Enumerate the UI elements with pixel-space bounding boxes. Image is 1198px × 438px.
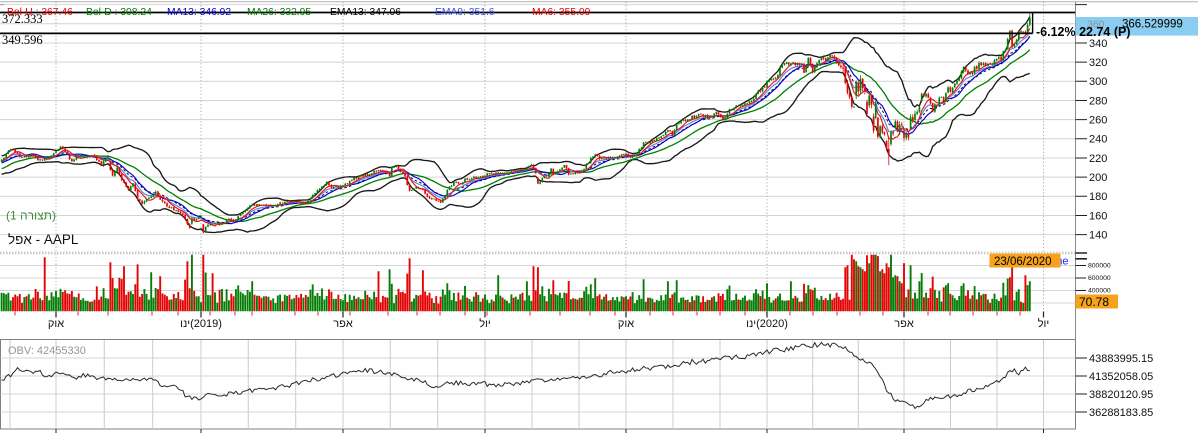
svg-text:140: 140 xyxy=(1089,229,1107,241)
svg-text:Bol-D : 308.24: Bol-D : 308.24 xyxy=(86,7,152,18)
svg-text:EMA13: 347.06: EMA13: 347.06 xyxy=(330,7,401,18)
svg-text:43883995.15: 43883995.15 xyxy=(1089,353,1153,365)
svg-text:לפא-AAPL: לפא - AAPL xyxy=(8,232,79,247)
svg-text:MA6: 355.09: MA6: 355.09 xyxy=(532,7,591,18)
svg-text:EMA9: 351.6: EMA9: 351.6 xyxy=(435,7,495,18)
svg-text:366.529999: 366.529999 xyxy=(1122,19,1183,31)
svg-text:Bol-U : 367.46: Bol-U : 367.46 xyxy=(7,7,73,18)
svg-text:וני(2019): וני(2019) xyxy=(180,318,222,330)
svg-text:240: 240 xyxy=(1089,134,1107,146)
svg-text:349.596: 349.596 xyxy=(2,33,43,47)
svg-text:180: 180 xyxy=(1089,191,1107,203)
svg-text:800000: 800000 xyxy=(1088,263,1111,270)
svg-text:300: 300 xyxy=(1089,76,1107,88)
svg-text:23/06/2020: 23/06/2020 xyxy=(994,256,1052,268)
svg-text:36288183.85: 36288183.85 xyxy=(1089,407,1153,419)
svg-text:320: 320 xyxy=(1089,57,1107,69)
svg-text:OBV: 42455330: OBV: 42455330 xyxy=(8,345,86,357)
svg-text:MA13: 346.92: MA13: 346.92 xyxy=(167,7,231,18)
svg-text:600000: 600000 xyxy=(1088,275,1111,282)
svg-text:קוא: קוא xyxy=(618,318,634,330)
svg-text:220: 220 xyxy=(1089,153,1107,165)
svg-text:70.78: 70.78 xyxy=(1079,295,1109,309)
svg-text:160: 160 xyxy=(1089,210,1107,222)
svg-text:לוי: לוי xyxy=(479,317,491,330)
svg-text:קוא: קוא xyxy=(48,318,64,330)
svg-text:לוי: לוי xyxy=(1038,317,1050,330)
svg-text:360: 360 xyxy=(1087,18,1105,30)
svg-text:רפא: רפא xyxy=(894,318,914,330)
svg-text:260: 260 xyxy=(1089,114,1107,126)
svg-text:38820120.95: 38820120.95 xyxy=(1089,389,1153,401)
svg-text:400000: 400000 xyxy=(1088,288,1111,295)
svg-text:רפא: רפא xyxy=(333,318,353,330)
svg-text:41352058.05: 41352058.05 xyxy=(1089,371,1153,383)
svg-text:280: 280 xyxy=(1089,95,1107,107)
svg-text:340: 340 xyxy=(1089,38,1107,50)
svg-text:MA26: 332.95: MA26: 332.95 xyxy=(247,7,311,18)
svg-text:וני(2020): וני(2020) xyxy=(746,318,788,330)
svg-text:372.333: 372.333 xyxy=(2,12,43,26)
svg-text:-6.12% 22.74 (P): -6.12% 22.74 (P) xyxy=(1036,25,1131,39)
svg-text:200: 200 xyxy=(1089,172,1107,184)
